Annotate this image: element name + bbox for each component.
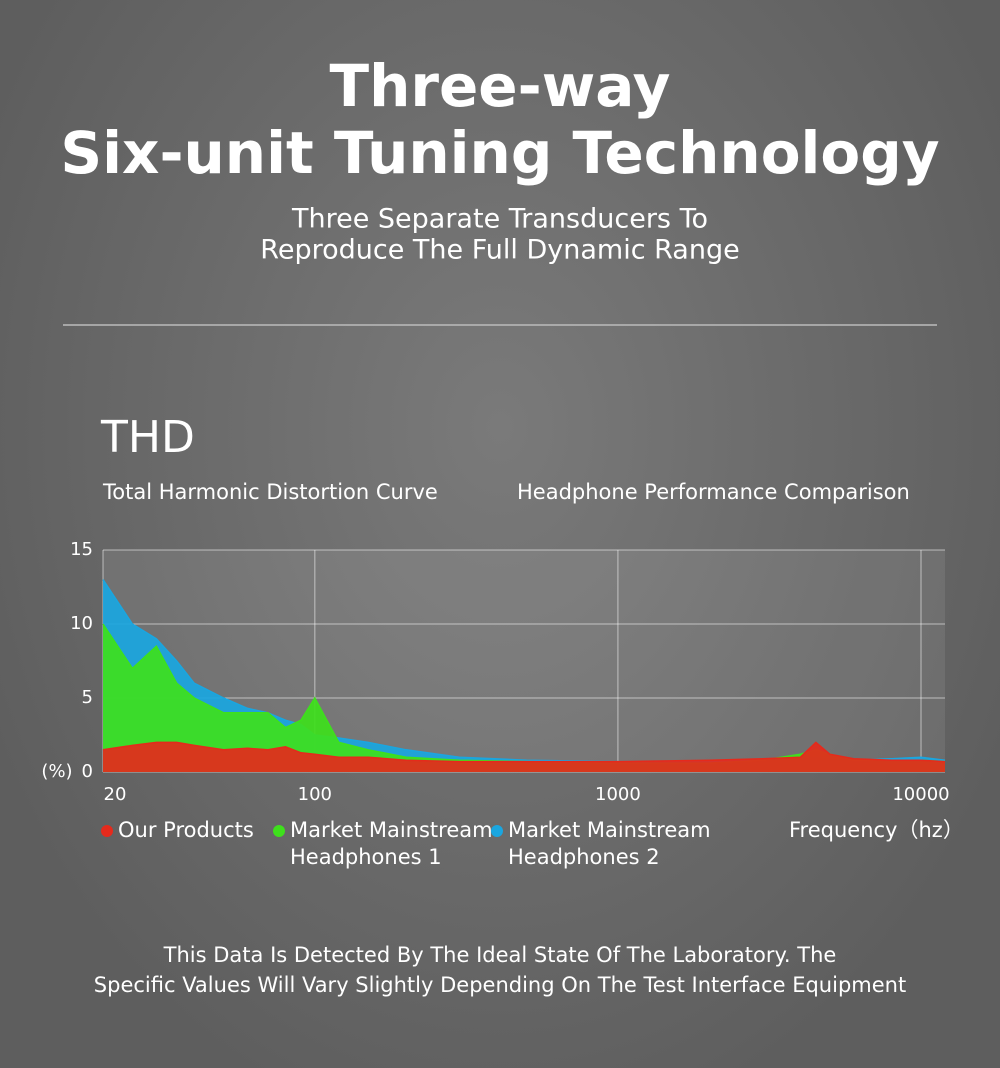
legend-swatch [101, 825, 113, 837]
x-tick-label: 20 [104, 784, 127, 805]
legend-label: Our Products [118, 818, 254, 842]
y-tick-label: 5 [82, 687, 93, 708]
title: Three-way [330, 52, 671, 120]
y-tick-label: 10 [70, 613, 93, 634]
title: Six-unit Tuning Technology [60, 119, 939, 187]
subtitle: Reproduce The Full Dynamic Range [260, 235, 739, 266]
y-tick-label: 0 [82, 761, 93, 782]
chart-subtitle: Headphone Performance Comparison [517, 480, 910, 504]
x-tick-label: 100 [298, 784, 332, 805]
y-tick-label: 15 [70, 539, 93, 560]
y-axis-label: (%) [41, 761, 72, 782]
x-axis-label: Frequency（hz） [789, 818, 964, 842]
chart-subtitle: Total Harmonic Distortion Curve [102, 480, 438, 504]
footnote: Specific Values Will Vary Slightly Depen… [94, 973, 906, 997]
legend-swatch [273, 825, 285, 837]
series-line [102, 741, 946, 763]
area-fill [103, 742, 945, 772]
x-tick-label: 1000 [595, 784, 641, 805]
legend-swatch [491, 825, 503, 837]
footnote: This Data Is Detected By The Ideal State… [163, 943, 837, 967]
subtitle: Three Separate Transducers To [291, 204, 708, 235]
x-tick-label: 10000 [892, 784, 949, 805]
area-fill [103, 624, 945, 772]
legend-label: Market Mainstream Headphones 1 [290, 818, 493, 869]
legend-label: Market Mainstream Headphones 2 [508, 818, 711, 869]
chart-title: THD [100, 412, 195, 463]
